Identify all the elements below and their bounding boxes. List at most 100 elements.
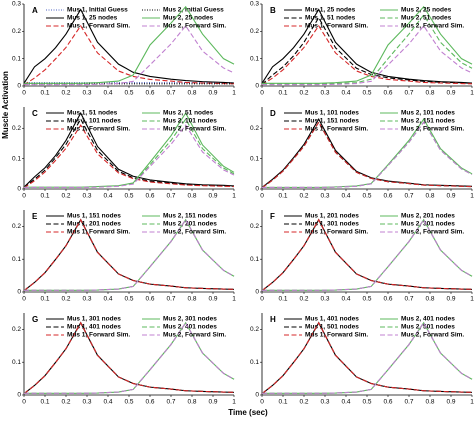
series-line <box>23 111 235 188</box>
panel-label: E <box>32 212 38 221</box>
series-line <box>24 218 235 291</box>
x-tick-label: 0 <box>260 193 264 200</box>
y-tick-label: 0.1 <box>250 155 259 162</box>
x-tick-label: 0.1 <box>40 296 49 303</box>
legend-label: Mus 2, 301 nodes <box>401 221 455 228</box>
series-line <box>261 24 473 86</box>
x-tick-label: 0 <box>22 90 26 97</box>
panel-label: H <box>270 315 276 324</box>
x-tick-label: 0.4 <box>103 399 112 406</box>
y-tick-label: 0.1 <box>250 359 259 366</box>
series-line <box>23 124 235 189</box>
x-tick-label: 0.6 <box>145 193 154 200</box>
x-tick-label: 0.6 <box>383 399 392 406</box>
legend-label: Mus 2, Forward Sim. <box>163 126 226 133</box>
series-line <box>24 124 235 189</box>
x-tick-label: 0 <box>260 296 264 303</box>
x-tick-label: 0.5 <box>362 399 371 406</box>
series-line <box>24 321 235 394</box>
legend-label: Mus 1, Initial Guess <box>67 7 128 14</box>
legend-label: Mus 2, 151 nodes <box>163 213 217 220</box>
x-tick-label: 0 <box>22 296 26 303</box>
y-tick-label: 0.1 <box>250 256 259 263</box>
x-tick-label: 0.8 <box>425 193 434 200</box>
legend-label: Mus 1, 301 nodes <box>67 316 121 323</box>
x-tick-label: 0.7 <box>166 296 175 303</box>
y-tick-label: 0.1 <box>12 256 21 263</box>
series-line <box>261 218 473 292</box>
x-tick-label: 0.6 <box>145 90 154 97</box>
legend-label: Mus 1, Forward Sim. <box>67 229 130 236</box>
y-tick-label: 0 <box>17 83 21 90</box>
x-tick-label: 0.6 <box>145 296 154 303</box>
y-tick-label: 0 <box>17 186 21 193</box>
x-tick-label: 1 <box>232 193 236 200</box>
x-tick-label: 0.2 <box>299 399 308 406</box>
series-line <box>261 321 473 395</box>
x-tick-label: 0.3 <box>320 193 329 200</box>
x-tick-label: 0.5 <box>124 193 133 200</box>
series-line <box>261 118 473 188</box>
y-tick-label: 0.2 <box>250 326 259 333</box>
x-tick-label: 0.7 <box>166 193 175 200</box>
x-tick-label: 0.9 <box>208 193 217 200</box>
legend-label: Mus 2, 101 nodes <box>401 110 455 117</box>
legend-label: Mus 1, 501 nodes <box>305 324 359 331</box>
y-tick-label: 0.1 <box>12 359 21 366</box>
y-tick-label: 0.2 <box>12 223 21 230</box>
series-line <box>261 8 473 84</box>
x-tick-label: 0.7 <box>166 90 175 97</box>
x-tick-label: 0.4 <box>341 193 350 200</box>
series-line <box>262 13 473 85</box>
legend-label: Mus 2, 51 nodes <box>401 15 452 22</box>
x-tick-label: 0.2 <box>299 193 308 200</box>
x-tick-label: 0.8 <box>187 399 196 406</box>
series-line <box>262 321 473 394</box>
x-tick-label: 0.5 <box>362 90 371 97</box>
legend-label: Mus 1, Forward Sim. <box>305 332 368 339</box>
y-tick-label: 0.2 <box>12 326 21 333</box>
x-tick-label: 0.3 <box>82 90 91 97</box>
x-tick-label: 0.6 <box>145 399 154 406</box>
y-tick-label: 0.2 <box>250 125 259 132</box>
x-tick-label: 0.5 <box>362 296 371 303</box>
legend-label: Mus 2, 401 nodes <box>401 316 455 323</box>
legend-label: Mus 2, Forward Sim. <box>401 332 464 339</box>
x-tick-label: 0.5 <box>362 193 371 200</box>
x-tick-label: 0 <box>22 399 26 406</box>
x-tick-label: 0 <box>22 193 26 200</box>
series-line <box>23 24 235 86</box>
x-tick-label: 0.1 <box>40 193 49 200</box>
legend-label: Mus 2, 201 nodes <box>401 213 455 220</box>
series-line <box>23 321 235 395</box>
y-tick-label: 0.2 <box>250 223 259 230</box>
legend-label: Mus 2, 51 nodes <box>163 110 214 117</box>
legend-label: Mus 1, 401 nodes <box>305 316 359 323</box>
x-tick-label: 0.9 <box>446 193 455 200</box>
x-tick-label: 0.1 <box>40 399 49 406</box>
x-tick-label: 0.8 <box>425 296 434 303</box>
legend-label: Mus 1, 51 nodes <box>67 110 118 117</box>
x-tick-label: 0.3 <box>320 399 329 406</box>
x-tick-label: 0.5 <box>124 90 133 97</box>
y-tick-label: 0 <box>255 186 259 193</box>
x-tick-label: 0 <box>260 399 264 406</box>
legend-label: Mus 2, Initial Guess <box>163 7 224 14</box>
legend-label: Mus 2, 501 nodes <box>401 324 455 331</box>
legend-label: Mus 2, 25 nodes <box>401 7 452 14</box>
x-tick-label: 0.5 <box>124 399 133 406</box>
x-tick-label: 0.4 <box>341 399 350 406</box>
legend-label: Mus 1, 101 nodes <box>305 110 359 117</box>
x-tick-label: 1 <box>470 399 474 406</box>
x-tick-label: 0.8 <box>187 193 196 200</box>
series-line <box>261 16 473 85</box>
y-tick-label: 0 <box>255 392 259 399</box>
x-tick-label: 0.2 <box>299 90 308 97</box>
panel-label: B <box>270 6 276 15</box>
x-tick-label: 0.2 <box>61 90 70 97</box>
x-tick-label: 0.6 <box>383 193 392 200</box>
x-tick-label: 0.8 <box>425 90 434 97</box>
legend-label: Mus 2, 151 nodes <box>401 118 455 125</box>
series-line <box>24 5 235 84</box>
legend-label: Mus 2, 401 nodes <box>163 324 217 331</box>
